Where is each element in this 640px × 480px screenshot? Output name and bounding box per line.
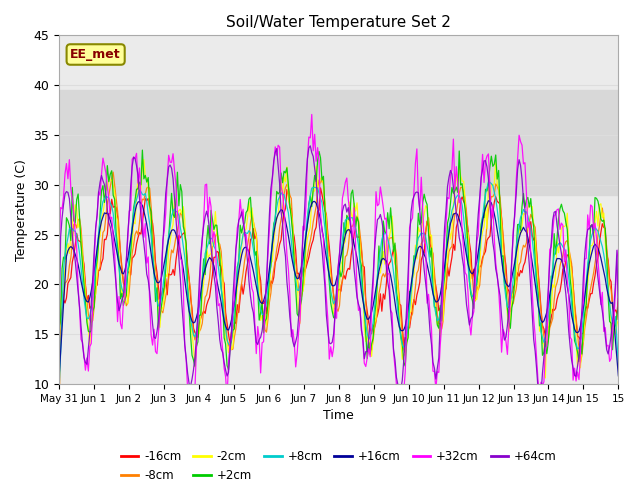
Title: Soil/Water Temperature Set 2: Soil/Water Temperature Set 2: [227, 15, 451, 30]
Y-axis label: Temperature (C): Temperature (C): [15, 159, 28, 261]
Bar: [59, 90, 618, 195]
Legend: -16cm, -8cm, -2cm, +2cm, +8cm, +16cm, +32cm, +64cm: -16cm, -8cm, -2cm, +2cm, +8cm, +16cm, +3…: [116, 446, 562, 480]
Text: EE_met: EE_met: [70, 48, 121, 61]
X-axis label: Time: Time: [323, 409, 354, 422]
